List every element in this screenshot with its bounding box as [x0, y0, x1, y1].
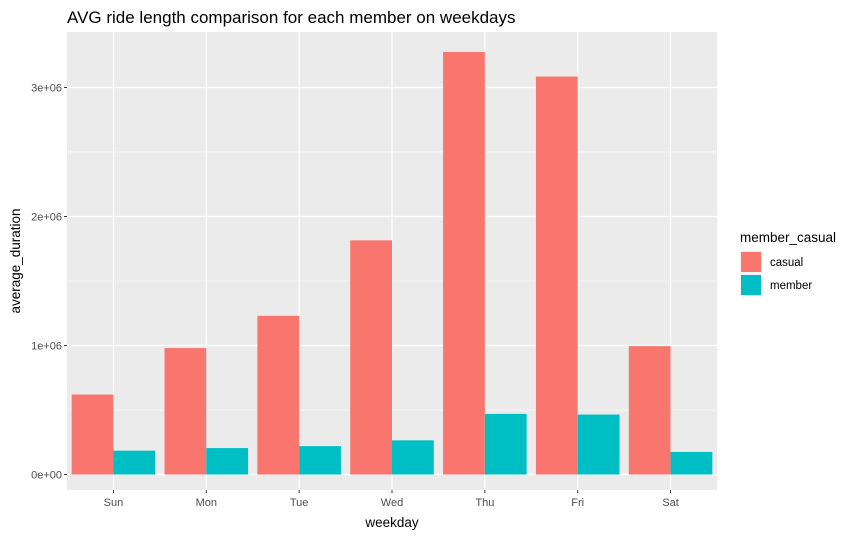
legend-title: member_casual — [740, 230, 836, 245]
bar-casual-mon — [164, 348, 207, 475]
legend-label-member: member — [770, 280, 812, 292]
x-tick-labels: Sun Mon Tue Wed Thu Fri Sat — [104, 490, 679, 509]
legend: member_casual casual member — [740, 230, 836, 296]
legend-items: casual member — [740, 251, 812, 296]
y-tick-label: 1e+06 — [31, 341, 62, 353]
bar-member-fri — [577, 414, 620, 475]
legend-swatch-casual — [741, 252, 761, 272]
y-tick-label: 0e+00 — [31, 470, 62, 482]
bar-member-thu — [484, 413, 527, 475]
x-tick-label: Thu — [475, 497, 494, 509]
bar-member-wed — [392, 440, 434, 475]
bar-casual-sun — [71, 394, 114, 475]
x-tick-label: Sat — [662, 497, 679, 509]
y-tick-label: 3e+06 — [31, 82, 62, 94]
x-tick-label: Fri — [571, 497, 584, 509]
bars — [71, 51, 713, 475]
chart-title: AVG ride length comparison for each memb… — [67, 8, 516, 27]
x-tick-label: Mon — [196, 497, 217, 509]
bar-casual-sat — [628, 346, 671, 475]
bar-casual-fri — [535, 76, 578, 475]
bar-member-tue — [299, 446, 341, 475]
y-tick-labels: 0e+00 1e+06 2e+06 3e+06 — [31, 82, 67, 482]
bar-member-sun — [113, 450, 156, 475]
legend-swatch-member — [741, 275, 761, 295]
x-tick-label: Sun — [104, 497, 124, 509]
bar-casual-wed — [350, 240, 392, 475]
bar-member-mon — [206, 448, 249, 475]
legend-label-casual: casual — [770, 257, 803, 269]
bar-casual-tue — [257, 315, 300, 475]
bar-member-sat — [670, 451, 713, 475]
bar-casual-thu — [443, 51, 485, 475]
x-tick-label: Wed — [381, 497, 403, 509]
y-axis-title: average_duration — [8, 208, 23, 313]
x-axis-title: weekday — [364, 515, 419, 530]
x-tick-label: Tue — [290, 497, 309, 509]
y-tick-label: 2e+06 — [31, 211, 62, 223]
